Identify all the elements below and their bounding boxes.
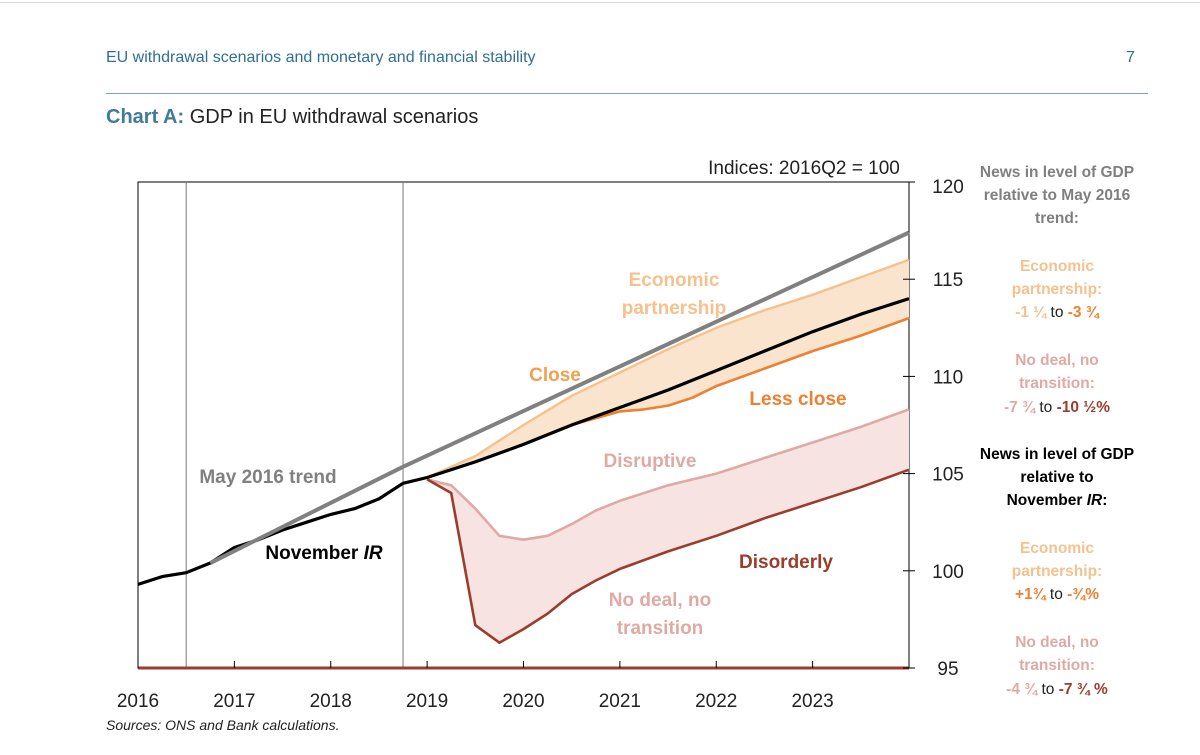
side-ep2-range-mid: to [1046,586,1068,603]
series-line-trend-history [209,465,404,565]
annotation-november-ir-text: November [265,543,363,564]
side-nd2-range-to: -7 ¾ % [1059,681,1108,698]
side-heading-november-ir-italic: IR [1087,492,1103,509]
no-deal-range-fill [427,409,909,643]
top-border [0,2,1200,3]
side-nd1-range-from: -7 ¾ [1004,399,1036,416]
x-tick-label: 2017 [213,691,255,712]
side-ep1-range-from: -1 ¼ [1015,304,1047,321]
side-ep2-range-from: +1¾ [1015,586,1047,603]
x-tick-label: 2018 [310,691,352,712]
annotation-november-ir: November IR [265,543,382,564]
side-ep1-range-to: -3 ¾ [1068,304,1100,321]
annotation-close: Close [529,365,581,386]
side-heading-may-trend: News in level of GDP [980,164,1134,181]
chart-title-label: Chart A: [106,106,185,128]
x-tick-label: 2016 [117,691,159,712]
partnership-range-fill [427,259,909,478]
y-tick-label: 110 [933,367,963,388]
annotation-may-2016-trend: May 2016 trend [199,467,336,488]
side-heading-may-trend: relative to May 2016 [984,187,1131,204]
side-ep1-label: Economic [1020,258,1094,275]
side-nd2-label: No deal, no [1015,634,1099,651]
side-heading-november-ir-line3: November IR: [1007,492,1108,509]
y-tick-label: 100 [932,562,964,583]
y-tick-label: 115 [933,270,963,291]
chart-title-text: GDP in EU withdrawal scenarios [189,106,479,128]
x-tick-label: 2021 [599,691,641,712]
side-nd2-range-from: -4 ¾ [1006,681,1038,698]
side-heading-november-ir: relative to [1020,469,1093,486]
side-ep1-range: -1 ¼ to -3 ¾ [1015,304,1100,321]
y-tick-label: 120 [932,177,964,198]
series-line-november-ir [137,297,910,586]
annotation-disruptive: Disruptive [604,451,697,472]
side-ep2-range: +1¾ to -¾% [1015,586,1099,603]
series-line-trend [402,230,910,469]
series-line-disruptive [426,408,910,542]
side-nd1-range-mid: to [1035,399,1057,416]
side-nd2-range-mid: to [1037,681,1059,698]
annotation-november-ir-italic: IR [364,543,383,564]
x-tick-label: 2023 [791,691,833,712]
side-ep2-range-to: -¾% [1067,586,1099,603]
chart-title: Chart A: GDP in EU withdrawal scenarios [106,106,478,129]
side-nd1-range: -7 ¾ to -10 ½% [1004,399,1110,416]
side-heading-may-trend: trend: [1035,210,1079,227]
annotation-transition: transition [617,618,704,639]
side-heading-november-ir-colon: : [1102,492,1107,509]
side-nd2-label: transition: [1019,657,1095,674]
page-number: 7 [1126,49,1135,66]
header-divider [106,93,1148,94]
x-tick-label: 2022 [695,691,737,712]
side-nd1-label: transition: [1019,375,1095,392]
annotation-less-close: Less close [749,389,846,410]
x-tick-label: 2020 [502,691,544,712]
side-ep2-label: partnership: [1012,563,1102,580]
annotation-partnership: partnership [622,298,727,319]
annotation-no-deal: No deal, no [609,590,711,611]
annotation-disorderly: Disorderly [739,552,833,573]
document-header-title: EU withdrawal scenarios and monetary and… [106,49,536,66]
annotation-economic: Economic [629,270,720,291]
y-tick-label: 95 [937,659,958,680]
side-nd1-range-to: -10 ½% [1057,399,1111,416]
y-tick-label: 105 [932,465,964,486]
side-nd1-label: No deal, no [1015,352,1099,369]
units-note: Indices: 2016Q2 = 100 [708,158,900,179]
series-line-disorderly [426,468,910,645]
side-ep1-label: partnership: [1012,281,1102,298]
side-heading-november-ir-text: November [1007,492,1087,509]
sources-note: Sources: ONS and Bank calculations. [106,717,340,733]
side-nd2-range: -4 ¾ to -7 ¾ % [1006,681,1108,698]
series-line-economic-partnership [426,258,910,479]
side-ep2-label: Economic [1020,540,1094,557]
side-heading-november-ir: News in level of GDP [980,446,1134,463]
x-tick-label: 2019 [406,691,448,712]
side-ep1-range-mid: to [1046,304,1068,321]
